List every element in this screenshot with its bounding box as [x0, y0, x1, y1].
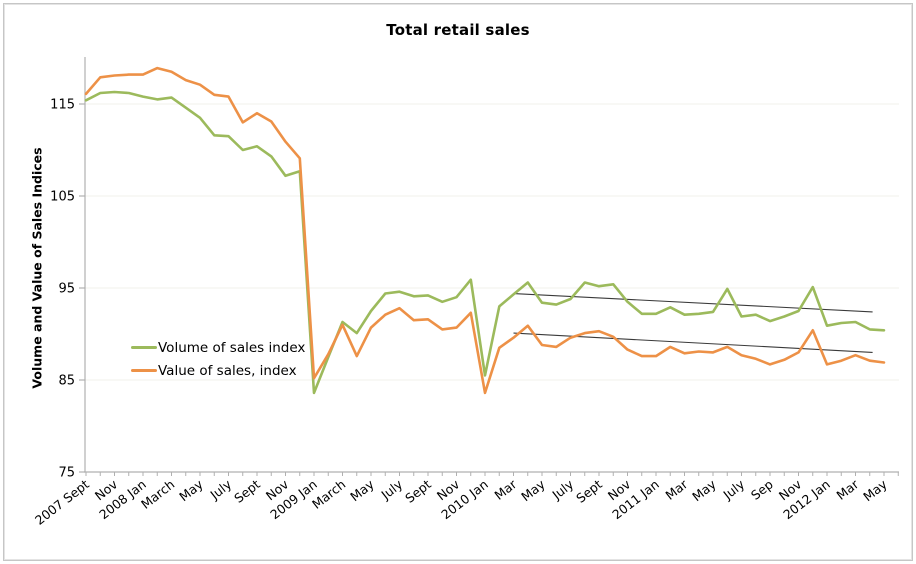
y-tick-label: 85: [58, 374, 75, 389]
x-tick-label: May: [860, 476, 890, 504]
x-tick-label: Sep: [748, 477, 776, 503]
x-tick-label: July: [378, 476, 406, 503]
x-tick-label: July: [549, 476, 577, 503]
y-tick-label: 95: [58, 282, 75, 297]
value-series-line: [84, 66, 886, 395]
legend-label-value: Value of sales, index: [158, 362, 297, 379]
x-tick-label: Sept: [402, 476, 434, 505]
x-tick-label: July: [207, 476, 235, 503]
value-series-swatch-icon: [131, 369, 157, 372]
y-tick-label: 105: [50, 190, 75, 205]
y-tick-label: 75: [58, 466, 75, 481]
legend-label-volume: Volume of sales index: [158, 339, 306, 356]
x-tick-label: May: [689, 476, 719, 504]
x-tick-label: Mar: [492, 476, 520, 503]
x-tick-label: May: [176, 476, 206, 504]
y-tick-label: 115: [50, 98, 75, 113]
volume-series-swatch-icon: [131, 346, 157, 349]
chart-title: Total retail sales: [386, 21, 530, 39]
x-tick-label: Sept: [573, 476, 605, 505]
x-tick-label: Mar: [834, 476, 862, 503]
x-tick-label: July: [720, 476, 748, 503]
x-tick-label: March: [138, 477, 177, 512]
volume-series-line: [84, 90, 886, 395]
x-tick-label: 2007 Sept: [32, 476, 92, 527]
legend: Volume of sales index Value of sales, in…: [131, 336, 305, 382]
x-tick-label: Mar: [663, 476, 691, 503]
x-tick-label: Sept: [231, 476, 263, 505]
x-tick-label: March: [309, 477, 348, 512]
x-tick-label: May: [518, 476, 548, 504]
legend-item-value: Value of sales, index: [131, 359, 305, 382]
legend-item-volume: Volume of sales index: [131, 336, 305, 359]
x-tick-label: May: [347, 476, 377, 504]
